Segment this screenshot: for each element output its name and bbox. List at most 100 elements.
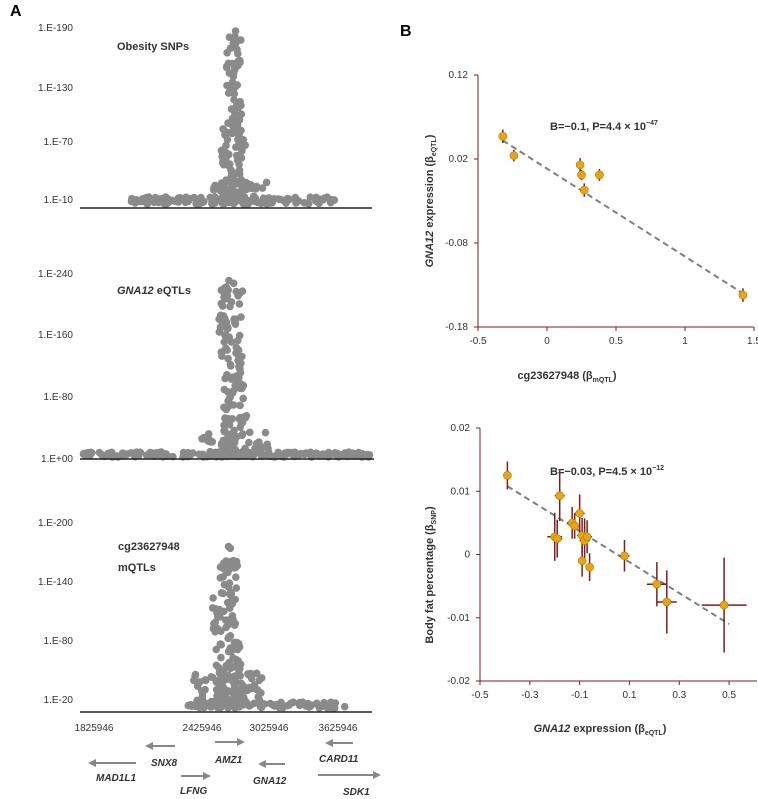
trend-line [506,485,730,625]
snp-point [258,184,267,192]
snp-point [252,185,260,193]
snp-point [242,178,250,187]
snp-point [219,607,228,616]
snp-point [216,574,225,582]
snp-point [216,700,225,708]
snp-point [238,431,246,440]
data-point [575,509,584,518]
snp-point [234,670,243,678]
x-tick-label: 1 [682,336,688,347]
snp-point [207,673,215,681]
snp-point [226,632,235,640]
snp-point [238,418,247,427]
snp-point [235,116,244,124]
snp-point [227,172,236,181]
snp-point [323,451,331,460]
eqtl-title: GNA12 eQTLs [117,285,191,297]
snp-point [217,641,225,649]
snp-point [223,568,232,576]
data-point [509,151,519,160]
y-tick-label: 0.02 [451,423,471,434]
eqtl-ytick-label: 1.E-160 [38,330,73,341]
snp-point [149,449,158,458]
gene-label-card11: CARD11 [319,754,359,765]
snp-point [229,39,238,47]
snp-point [220,421,228,430]
x-tick-label: 0.1 [623,690,637,701]
snp-point [236,401,244,410]
snp-point [237,36,245,44]
scatter1-marks [498,129,748,302]
snp-point [224,161,233,170]
snp-point [210,184,218,192]
snp-point [228,415,237,423]
scatter1-ticks: -0.5 0 0.5 1 1.5 0.12 0.02 -0.08 -0.18 [445,70,758,347]
snp-point [353,451,361,460]
obesity-yticks: 1.E-190 1.E-130 1.E-70 1.E-10 [38,23,73,206]
snp-point [228,612,237,620]
scatter1-ylabel: GNA12 expression (βeQTL) [424,134,438,267]
snp-point [238,147,246,155]
snp-point [164,195,173,204]
snp-point [245,702,253,710]
snp-point [212,661,221,670]
mqtl-xtick-label: 2425946 [183,723,222,734]
gene-track: MAD1L1 SNX8 LFNG AMZ1 GNA12 [88,738,381,798]
snp-point [239,394,247,403]
mqtl-ytick-label: 1.E-140 [38,577,73,588]
snp-point [206,447,214,456]
snp-point [227,362,235,370]
obesity-ytick-label: 1.E-190 [38,23,73,34]
snp-point [254,449,262,457]
data-point [579,185,589,195]
gene-mad1l1: MAD1L1 [88,759,136,784]
snp-point [234,356,242,365]
snp-point [224,542,233,551]
scatter1-annotation: B=−0.1, P=4.4 × 10−47 [550,120,658,133]
snp-point [245,670,253,679]
snp-point [223,81,231,90]
mqtl-plot: cg23627948 mQTLs 1.E-200 1.E-140 1.E-80 … [38,518,372,734]
snp-point [190,676,198,685]
snp-point [227,589,236,598]
eqtl-plot: GNA12 eQTLs 1.E-240 1.E-160 1.E-80 1.E+0… [38,269,374,465]
snp-point [224,647,233,656]
gene-label-amz1: AMZ1 [214,755,243,766]
snp-point [261,428,270,437]
obesity-title: Obesity SNPs [117,41,189,53]
data-point [575,160,585,170]
snp-point [236,660,245,669]
y-tick-label: 0.12 [449,70,469,81]
snp-point [136,448,145,457]
data-point [552,534,562,543]
snp-point [255,676,264,685]
snp-point [238,138,246,147]
x-tick-label: 0.3 [672,690,686,701]
snp-point [199,451,207,460]
snp-point [223,49,231,57]
snp-point [238,186,247,194]
snp-point [218,352,226,360]
snp-point [225,579,234,587]
snp-point [230,179,238,188]
gene-label-gna12: GNA12 [253,776,287,787]
snp-point [227,375,236,384]
obesity-ytick-label: 1.E-130 [38,83,73,94]
snp-point [328,195,336,204]
snp-point [254,693,263,701]
snp-point [232,692,241,700]
gene-label-sdk1: SDK1 [343,787,370,798]
snp-point [220,179,229,188]
trend-line [502,139,744,295]
mqtl-ytick-label: 1.E-80 [44,636,74,647]
eqtl-yticks: 1.E-240 1.E-160 1.E-80 1.E+00 [38,269,73,465]
y-tick-label: -0.01 [447,613,470,624]
data-point [577,556,587,566]
data-point [652,579,662,589]
obesity-ytick-label: 1.E-70 [44,137,74,148]
snp-point [225,276,233,285]
snp-point [318,702,326,711]
snp-point [233,45,241,54]
snp-point [222,141,230,150]
snp-point [225,451,233,460]
